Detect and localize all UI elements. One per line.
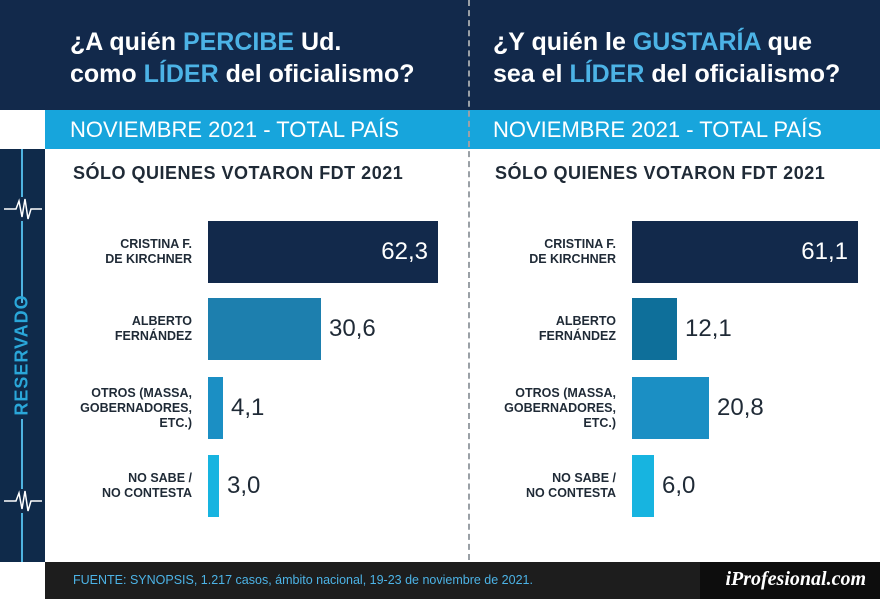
right-bar [632,221,858,283]
source-note: FUENTE: SYNOPSIS, 1.217 casos, ámbito na… [73,573,533,587]
brand-block: iProfesional.com [700,562,880,599]
right-bar [632,455,654,517]
right-category-label: NO SABE / NO CONTESTA [525,471,616,500]
left-value-label: 62,3 [381,238,428,265]
left-bar [208,377,223,439]
panel-divider [468,0,470,560]
left-title-part: ¿A quién [70,28,183,56]
left-title-part: del oficialismo? [218,60,415,88]
left-subtitle: SÓLO QUIENES VOTARON FDT 2021 [73,163,404,183]
right-value-label: 12,1 [685,315,732,342]
left-category-label: ALBERTO FERNÁNDEZ [114,314,192,343]
pulse-icon [4,198,42,220]
right-bar [632,298,677,360]
left-title-highlight: LÍDER [143,60,219,88]
period-bar: NOVIEMBRE 2021 - TOTAL PAÍS NOVIEMBRE 20… [45,110,880,149]
right-title-part: sea el [493,60,570,88]
right-period: NOVIEMBRE 2021 - TOTAL PAÍS [493,117,822,142]
right-category-label: ALBERTO FERNÁNDEZ [538,314,616,343]
footer: FUENTE: SYNOPSIS, 1.217 casos, ámbito na… [45,562,880,599]
right-subtitle: SÓLO QUIENES VOTARON FDT 2021 [495,163,826,183]
right-title-part: que [760,28,813,56]
side-line [21,419,23,489]
left-title: ¿A quién PERCIBE Ud. como LÍDER del ofic… [70,26,415,90]
right-title-part: ¿Y quién le [493,28,633,56]
left-title-part: Ud. [294,28,342,56]
right-title: ¿Y quién le GUSTARÍA que sea el LÍDER de… [493,26,840,90]
right-value-label: 6,0 [662,472,696,499]
left-category-label: NO SABE / NO CONTESTA [101,471,192,500]
left-category-label: CRISTINA F. DE KIRCHNER [105,237,192,266]
header-band: ¿A quién PERCIBE Ud. como LÍDER del ofic… [0,0,880,110]
pulse-icon [4,490,42,512]
right-value-label: 61,1 [801,238,848,265]
brand-logo: iProfesional.com [725,568,866,590]
left-bar [208,221,438,283]
left-value-label: 30,6 [329,315,376,342]
right-category-label: OTROS (MASSA, GOBERNADORES, ETC.) [504,385,616,430]
left-value-label: 3,0 [227,472,261,499]
left-title-part: como [70,60,144,88]
right-value-label: 20,8 [717,394,764,421]
right-category-label: CRISTINA F. DE KIRCHNER [529,237,616,266]
left-title-highlight: PERCIBE [182,28,295,56]
side-line [21,513,23,562]
left-category-label: OTROS (MASSA, GOBERNADORES, ETC.) [80,385,192,430]
right-title-highlight: GUSTARÍA [632,28,761,56]
left-bar [208,298,321,360]
left-bar [208,455,219,517]
right-bar [632,377,709,439]
right-title-highlight: LÍDER [569,60,645,88]
left-value-label: 4,1 [231,394,265,421]
left-period: NOVIEMBRE 2021 - TOTAL PAÍS [70,117,399,142]
right-title-part: del oficialismo? [644,60,841,88]
side-line [21,149,23,197]
side-strip [0,149,45,562]
side-line [21,221,23,303]
